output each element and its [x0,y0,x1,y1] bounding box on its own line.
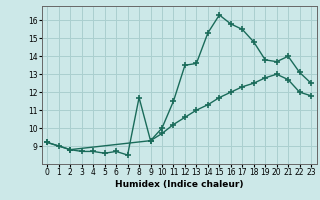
X-axis label: Humidex (Indice chaleur): Humidex (Indice chaleur) [115,180,244,189]
